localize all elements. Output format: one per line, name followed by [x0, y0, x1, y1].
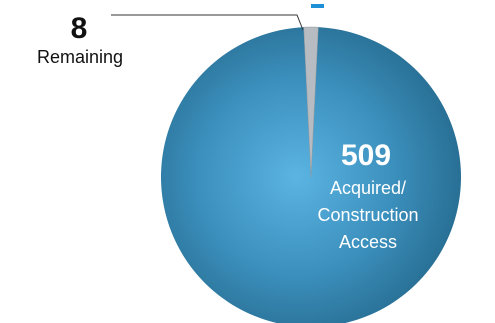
pie-slice-remaining — [303, 26, 319, 178]
pie-slices — [161, 26, 461, 323]
acquired-category-label-line3: Access — [339, 232, 397, 252]
acquired-category-label-line2: Construction — [317, 205, 418, 225]
remaining-leader-line — [111, 14, 304, 31]
remaining-category-label: Remaining — [37, 47, 123, 67]
remaining-value-label: 8 — [71, 12, 88, 45]
acquired-category-label-line1: Acquired/ — [330, 178, 406, 198]
pie-slice-acquired — [161, 27, 461, 323]
acquired-value-label: 509 — [341, 139, 391, 172]
